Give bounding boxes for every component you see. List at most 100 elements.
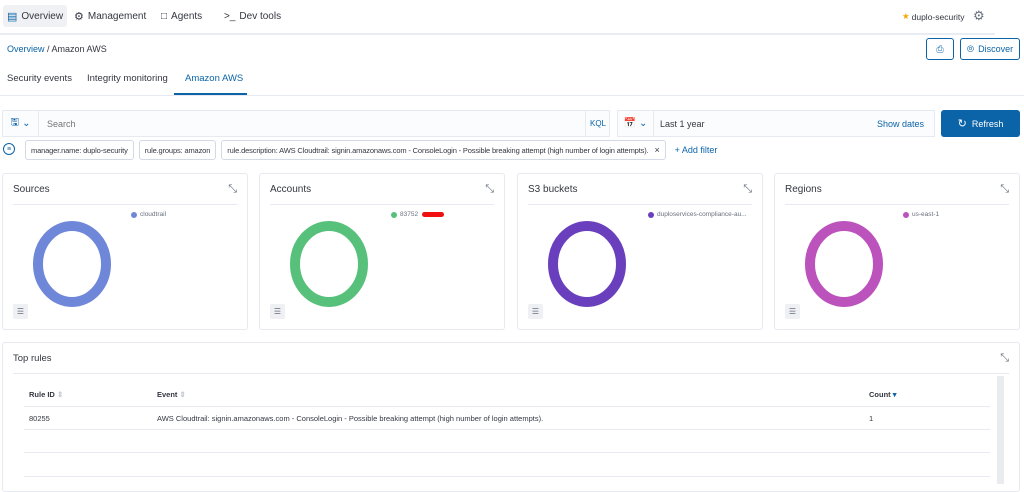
donut-slice bbox=[33, 221, 111, 307]
panel-title: Sources bbox=[13, 184, 50, 195]
expand-icon[interactable]: ⤡ bbox=[1000, 352, 1009, 364]
star-icon: ★ bbox=[902, 11, 910, 21]
filter-pill[interactable]: manager.name: duplo-security bbox=[25, 140, 134, 160]
settings-gear-icon[interactable]: ⚙ bbox=[973, 8, 985, 23]
divider bbox=[785, 204, 1009, 205]
legend-dot bbox=[131, 211, 137, 218]
list-icon: ☰ bbox=[16, 307, 25, 316]
donut-slice bbox=[548, 221, 626, 307]
terminal-icon: >_ bbox=[224, 10, 236, 22]
sort-desc-icon: ▾ bbox=[892, 390, 897, 399]
active-tab-underline bbox=[174, 93, 247, 95]
filter-menu-icon[interactable]: ≡ bbox=[3, 143, 15, 155]
chart-icon: ▤ bbox=[7, 10, 18, 23]
filter-pill[interactable]: rule.description: AWS Cloudtrail: signin… bbox=[221, 140, 666, 160]
close-icon[interactable]: × bbox=[654, 145, 660, 155]
expand-icon[interactable]: ⤡ bbox=[743, 183, 752, 195]
donut-slice bbox=[805, 221, 883, 307]
legend-toggle-button[interactable]: ☰ bbox=[528, 304, 543, 319]
save-icon: 🖫 bbox=[10, 117, 20, 128]
legend-toggle-button[interactable]: ☰ bbox=[270, 304, 285, 319]
refresh-button[interactable]: ↻ Refresh bbox=[941, 110, 1020, 137]
panel-title: Accounts bbox=[270, 184, 312, 195]
divider bbox=[13, 373, 1009, 374]
search-bar: 🖫⌄ KQL bbox=[2, 110, 610, 137]
date-range-value[interactable]: Last 1 year bbox=[660, 119, 705, 129]
legend-dot bbox=[391, 211, 397, 218]
column-count[interactable]: Count ▾ bbox=[869, 390, 897, 399]
row-divider bbox=[24, 452, 990, 453]
tab-amazon-aws[interactable]: Amazon AWS bbox=[185, 73, 244, 84]
legend-toggle-button[interactable]: ☰ bbox=[13, 304, 28, 319]
donut-chart bbox=[548, 221, 626, 307]
printer-icon: ⎙ bbox=[936, 43, 944, 54]
legend-item[interactable]: us-east-1 bbox=[903, 211, 939, 218]
chevron-down-icon: ⌄ bbox=[639, 118, 648, 129]
nav-overview[interactable]: ▤ Overview bbox=[3, 5, 68, 27]
refresh-icon: ↻ bbox=[957, 118, 967, 130]
sort-icon: ⇕ bbox=[179, 390, 186, 399]
scrollbar[interactable] bbox=[997, 376, 1004, 484]
nav-divider bbox=[0, 33, 995, 35]
saved-query-button[interactable]: 🖫 ⌄ bbox=[3, 111, 39, 136]
row-divider bbox=[24, 429, 990, 430]
donut-chart bbox=[33, 221, 111, 307]
compass-icon: ⦾ bbox=[966, 43, 975, 54]
column-event[interactable]: Event ⇕ bbox=[157, 390, 186, 399]
list-icon: ☰ bbox=[788, 307, 797, 316]
cell-rule-id: 80255 bbox=[29, 414, 50, 423]
sort-icon: ⇕ bbox=[56, 390, 64, 399]
discover-button[interactable]: ⦾ Discover bbox=[960, 38, 1020, 60]
filter-pill[interactable]: rule.groups: amazon bbox=[138, 140, 217, 160]
panel-title: Top rules bbox=[13, 353, 52, 364]
redaction-mark bbox=[422, 212, 445, 217]
breadcrumb: Overview / Amazon AWS bbox=[7, 44, 107, 54]
nav-management[interactable]: ⚙ Management bbox=[74, 10, 147, 23]
row-divider bbox=[24, 406, 990, 407]
divider bbox=[13, 204, 237, 205]
column-rule-id[interactable]: Rule ID ⇕ bbox=[29, 390, 64, 399]
divider bbox=[528, 204, 752, 205]
expand-icon[interactable]: ⤡ bbox=[228, 183, 237, 195]
tab-integrity-monitoring[interactable]: Integrity monitoring bbox=[87, 73, 168, 84]
user-menu[interactable]: ★ duplo-security bbox=[902, 11, 965, 22]
legend-item[interactable]: duploservices-compliance-au... bbox=[648, 211, 747, 218]
legend-dot bbox=[903, 211, 909, 218]
donut-slice bbox=[290, 221, 368, 307]
cell-count: 1 bbox=[869, 414, 874, 423]
monitor-icon: □ bbox=[161, 10, 168, 22]
legend-item[interactable]: 83752 bbox=[391, 211, 445, 218]
regions-panel: Regions ⤡ us-east-1 ☰ bbox=[774, 173, 1020, 330]
filter-bar: manager.name: duplo-security rule.groups… bbox=[25, 140, 717, 160]
nav-dev-tools[interactable]: >_ Dev tools bbox=[224, 10, 282, 22]
s3-buckets-panel: S3 buckets ⤡ duploservices-compliance-au… bbox=[517, 173, 763, 330]
tabs-divider bbox=[0, 95, 1024, 96]
accounts-panel: Accounts ⤡ 83752 ☰ bbox=[259, 173, 505, 330]
cell-event: AWS Cloudtrail: signin.amazonaws.com - C… bbox=[157, 414, 544, 423]
expand-icon[interactable]: ⤡ bbox=[485, 183, 494, 195]
chevron-down-icon: ⌄ bbox=[22, 118, 31, 129]
kql-button[interactable]: KQL bbox=[585, 111, 610, 136]
nav-agents[interactable]: □ Agents bbox=[161, 10, 203, 22]
list-icon: ☰ bbox=[273, 307, 282, 316]
sources-panel: Sources ⤡ cloudtrail ☰ bbox=[2, 173, 248, 330]
donut-chart bbox=[290, 221, 368, 307]
divider bbox=[270, 204, 494, 205]
gear-icon: ⚙ bbox=[74, 10, 84, 23]
date-picker: 📅 ⌄ Last 1 year Show dates bbox=[617, 110, 935, 137]
donut-chart bbox=[805, 221, 883, 307]
search-input[interactable] bbox=[47, 115, 577, 132]
list-icon: ☰ bbox=[531, 307, 540, 316]
show-dates-button[interactable]: Show dates bbox=[876, 119, 924, 129]
expand-icon[interactable]: ⤡ bbox=[1000, 183, 1009, 195]
tab-security-events[interactable]: Security events bbox=[7, 73, 72, 84]
legend-item[interactable]: cloudtrail bbox=[131, 211, 166, 218]
print-button[interactable]: ⎙ bbox=[926, 38, 954, 60]
calendar-icon: 📅 bbox=[623, 118, 637, 129]
panel-title: S3 buckets bbox=[528, 184, 578, 195]
breadcrumb-overview[interactable]: Overview bbox=[7, 44, 45, 54]
add-filter-button[interactable]: + Add filter bbox=[674, 145, 718, 155]
legend-dot bbox=[648, 211, 654, 218]
quick-date-button[interactable]: 📅 ⌄ bbox=[618, 111, 654, 136]
legend-toggle-button[interactable]: ☰ bbox=[785, 304, 800, 319]
